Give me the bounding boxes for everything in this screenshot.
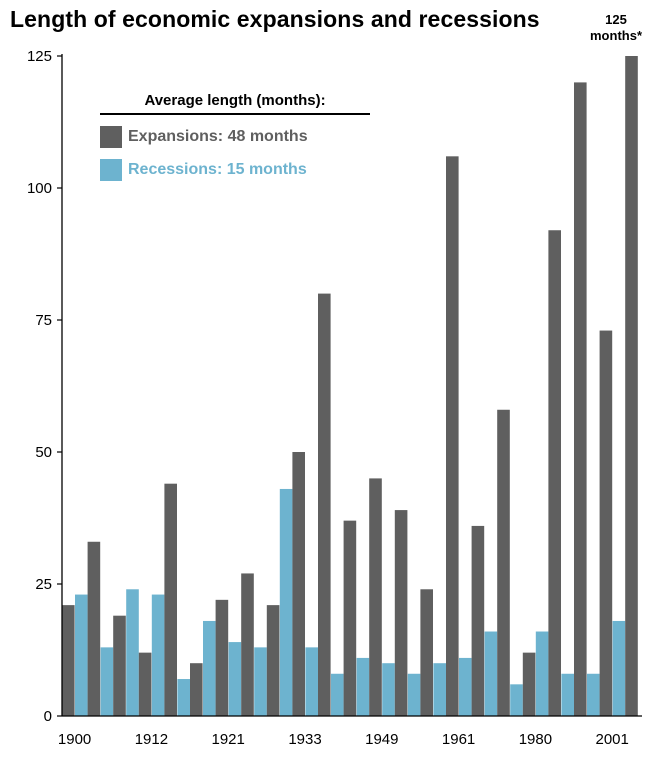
expansion-bar-20 [574, 82, 587, 716]
x-tick-label-1912: 1912 [135, 731, 168, 748]
legend: Average length (months): Expansions: 48 … [100, 92, 370, 181]
expansion-bar-13 [394, 510, 408, 716]
recession-bar-14 [433, 663, 446, 716]
recession-bar-18 [535, 631, 549, 716]
expansion-bar-5 [190, 663, 203, 716]
recession-bar-13 [407, 673, 421, 716]
expansion-bar-7 [241, 573, 254, 716]
annotation-value: 125 [605, 12, 627, 27]
recession-bar-10 [331, 673, 344, 716]
recession-bar-7 [254, 647, 267, 716]
expansion-bar-10 [318, 293, 331, 716]
recession-bar-6 [228, 642, 242, 716]
expansion-bar-15 [446, 156, 459, 716]
annotation-unit: months* [590, 28, 642, 43]
legend-label-expansions: Expansions: 48 months [128, 128, 308, 145]
recession-bar-11 [356, 657, 370, 716]
legend-item-expansions: Expansions: 48 months [100, 126, 370, 148]
recession-bar-16 [484, 631, 498, 716]
recession-bar-5 [203, 620, 216, 716]
legend-swatch-recessions [100, 159, 122, 181]
legend-heading: Average length (months): [100, 92, 370, 115]
bars-group [62, 56, 638, 717]
expansion-bar-2 [113, 615, 126, 716]
expansion-bar-9 [292, 452, 305, 716]
recession-bar-1 [100, 647, 114, 716]
legend-swatch-expansions [100, 126, 122, 148]
x-tick-label-1921: 1921 [212, 731, 245, 748]
recession-bar-19 [561, 673, 574, 716]
expansion-bar-12 [369, 478, 382, 716]
expansion-bar-14 [420, 589, 433, 716]
x-tick-label-1949: 1949 [365, 731, 398, 748]
recession-bar-12 [382, 663, 395, 716]
x-tick-label-1933: 1933 [288, 731, 321, 748]
y-tick-label-75: 75 [35, 312, 52, 329]
expansion-bar-22 [625, 56, 638, 716]
legend-item-recessions: Recessions: 15 months [100, 159, 370, 181]
recession-bar-21 [612, 620, 626, 716]
y-tick-label-0: 0 [44, 708, 52, 725]
expansion-bar-1 [87, 541, 101, 716]
recession-bar-2 [126, 589, 139, 716]
legend-label-recessions: Recessions: 15 months [128, 161, 307, 178]
x-tick-label-1961: 1961 [442, 731, 475, 748]
expansion-bar-4 [164, 483, 177, 716]
x-tick-label-1980: 1980 [519, 731, 552, 748]
y-tick-label-50: 50 [35, 444, 52, 461]
expansion-bar-17 [497, 409, 510, 716]
y-tick-label-125: 125 [27, 48, 52, 65]
x-tick-label-2001: 2001 [596, 731, 629, 748]
expansion-bar-19 [548, 230, 561, 717]
y-tick-label-100: 100 [27, 180, 52, 197]
expansion-bar-0 [62, 605, 75, 716]
expansion-bar-3 [138, 652, 152, 716]
recession-bar-8 [279, 488, 293, 716]
expansion-bar-16 [471, 525, 485, 716]
recession-bar-4 [177, 679, 190, 716]
axes-group: 0 25 50 75 100 125 1900 1912 1921 1933 1949 1961 198… [27, 48, 642, 748]
recession-bar-17 [510, 684, 523, 716]
chart-title: Length of economic expansions and recess… [10, 6, 540, 32]
recession-bar-9 [305, 647, 318, 716]
y-tick-label-25: 25 [35, 576, 52, 593]
recession-bar-3 [151, 594, 165, 716]
recession-bar-20 [587, 673, 600, 716]
expansion-bar-11 [343, 520, 357, 716]
expansion-bar-8 [266, 605, 280, 716]
x-tick-label-1900: 1900 [58, 731, 91, 748]
last-bar-annotation: 125 months* [590, 12, 642, 44]
expansion-bar-6 [215, 599, 229, 716]
expansion-bar-21 [599, 330, 613, 716]
recession-bar-15 [459, 657, 472, 716]
expansion-bar-18 [522, 652, 536, 716]
recession-bar-0 [75, 594, 88, 716]
